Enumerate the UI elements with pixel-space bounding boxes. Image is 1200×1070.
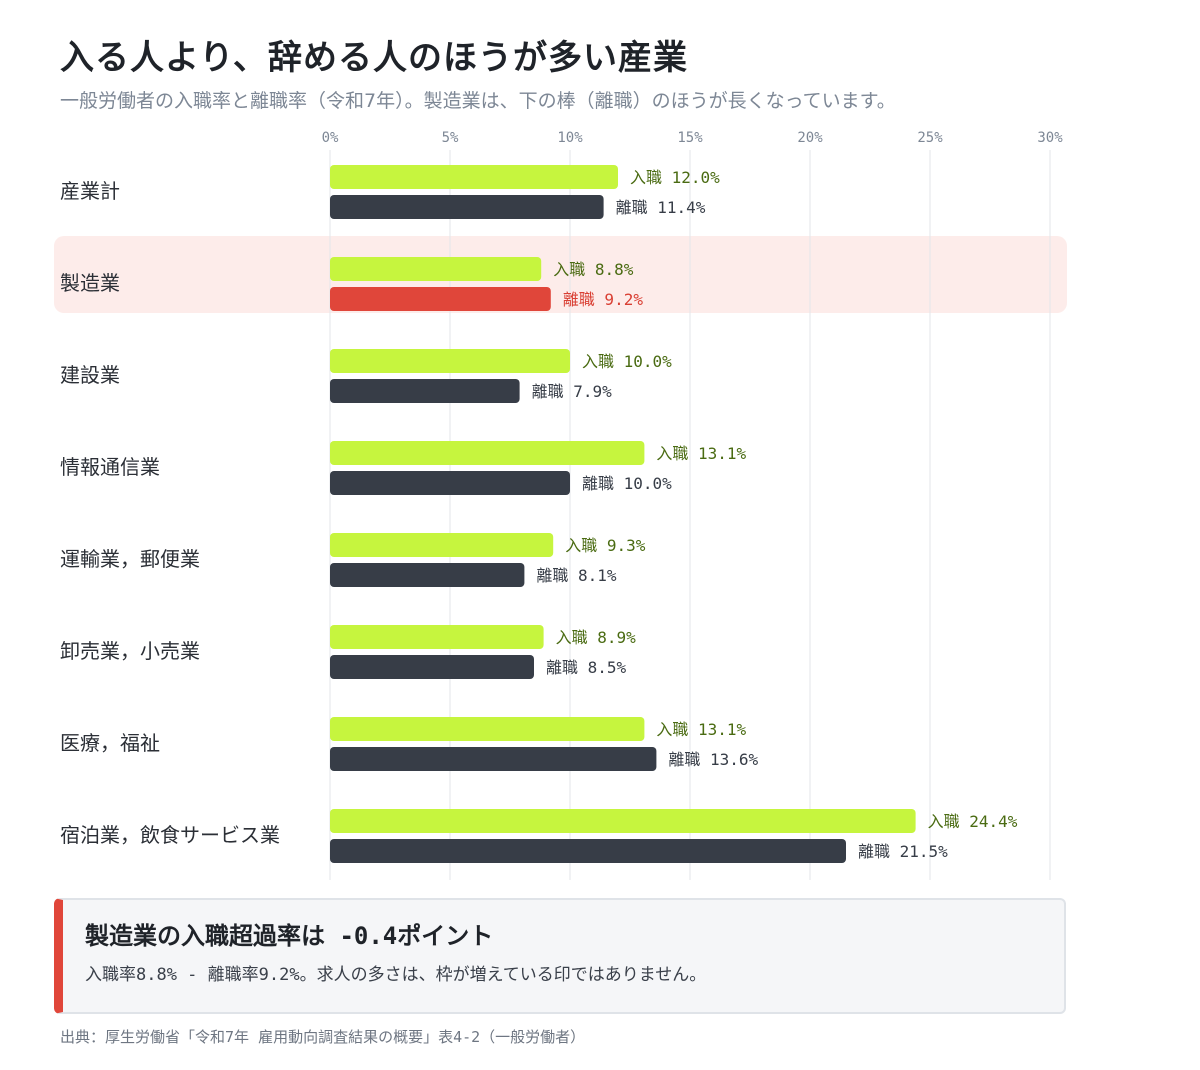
exit-rate-label: 離職 9.2%	[563, 290, 644, 309]
exit-rate-bar	[330, 287, 551, 311]
page-title: 入る人より、辞める人のほうが多い産業	[60, 38, 688, 78]
exit-rate-label: 離職 21.5%	[858, 842, 948, 861]
entry-rate-label: 入職 10.0%	[582, 352, 672, 371]
highlight-band	[54, 236, 1067, 313]
exit-rate-bar	[330, 379, 520, 403]
exit-rate-bar	[330, 563, 525, 587]
entry-rate-bar	[330, 809, 916, 833]
category-label: 宿泊業，飲食サービス業	[60, 823, 280, 847]
exit-rate-label: 離職 8.1%	[536, 566, 617, 585]
exit-rate-label: 離職 8.5%	[546, 658, 627, 677]
entry-rate-label: 入職 8.8%	[553, 260, 634, 279]
page-subtitle: 一般労働者の入職率と離職率（令和7年）。製造業は、下の棒（離職）のほうが長くなっ…	[60, 90, 896, 112]
entry-rate-label: 入職 24.4%	[928, 812, 1018, 831]
x-tick-label: 20%	[797, 130, 823, 146]
exit-rate-label: 離職 13.6%	[668, 750, 758, 769]
entry-rate-label: 入職 12.0%	[630, 168, 720, 187]
entry-rate-bar	[330, 165, 618, 189]
entry-rate-label: 入職 13.1%	[656, 720, 746, 739]
exit-rate-bar	[330, 839, 846, 863]
category-label: 運輸業，郵便業	[60, 547, 200, 571]
x-tick-label: 5%	[442, 130, 459, 146]
entry-rate-bar	[330, 257, 542, 281]
category-label: 卸売業，小売業	[60, 639, 200, 663]
x-tick-label: 25%	[917, 130, 943, 146]
entry-rate-label: 入職 8.9%	[556, 628, 637, 647]
entry-rate-bar	[330, 717, 645, 741]
exit-rate-label: 離職 11.4%	[616, 198, 706, 217]
exit-rate-label: 離職 7.9%	[532, 382, 613, 401]
category-label: 医療，福祉	[60, 731, 160, 755]
x-tick-label: 10%	[557, 130, 583, 146]
exit-rate-label: 離職 10.0%	[582, 474, 672, 493]
exit-rate-bar	[330, 747, 657, 771]
category-label: 情報通信業	[60, 455, 160, 479]
exit-rate-bar	[330, 655, 534, 679]
x-tick-label: 0%	[322, 130, 339, 146]
exit-rate-bar	[330, 195, 604, 219]
category-label: 産業計	[60, 179, 120, 203]
entry-rate-bar	[330, 625, 544, 649]
entry-rate-bar	[330, 533, 554, 557]
entry-rate-bar	[330, 441, 645, 465]
source-note: 出典：厚生労働省「令和7年 雇用動向調査結果の概要」表4-2（一般労働者）	[60, 1028, 586, 1046]
x-tick-label: 30%	[1037, 130, 1063, 146]
category-label: 建設業	[60, 363, 120, 387]
entry-rate-label: 入職 9.3%	[565, 536, 646, 555]
entry-rate-label: 入職 13.1%	[656, 444, 746, 463]
callout-text: 入職率8.8% - 離職率9.2%。求人の多さは、枠が増えている印ではありません…	[85, 965, 707, 985]
x-tick-label: 15%	[677, 130, 703, 146]
entry-rate-bar	[330, 349, 570, 373]
summary-callout: 製造業の入職超過率は -0.4ポイント 入職率8.8% - 離職率9.2%。求人…	[54, 898, 1066, 1014]
exit-rate-bar	[330, 471, 570, 495]
callout-title: 製造業の入職超過率は -0.4ポイント	[85, 922, 494, 950]
bar-chart: 0% 5% 10% 15% 20% 25% 30% 産業計 入職 12.0% 離職 11.4% 製造…	[54, 130, 1067, 880]
category-label: 製造業	[60, 271, 120, 295]
